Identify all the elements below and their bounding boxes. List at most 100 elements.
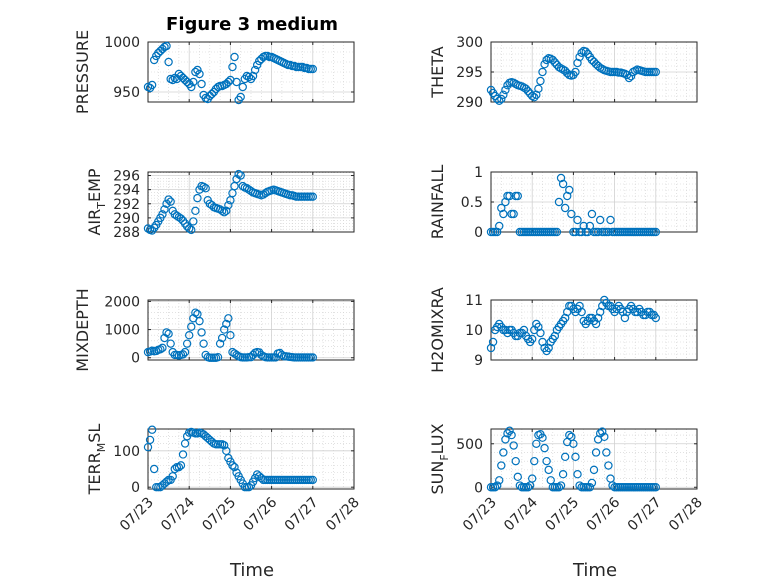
data-point: [507, 430, 516, 440]
data-point: [162, 477, 171, 486]
data-point: [180, 347, 190, 357]
y-tick-label: 290: [456, 95, 483, 111]
data-point: [497, 461, 506, 470]
data-point: [189, 217, 198, 226]
y-tick-label: 1: [474, 165, 483, 181]
data-point: [608, 481, 617, 490]
data-point: [552, 227, 562, 237]
data-point: [187, 322, 196, 331]
data-point: [534, 322, 543, 332]
data-point: [591, 448, 601, 457]
data-point: [193, 65, 202, 75]
data-point: [224, 77, 233, 87]
data-point: [178, 350, 188, 359]
data-point: [143, 442, 153, 452]
data-point: [308, 353, 317, 362]
data-point: [170, 464, 179, 474]
data-point: [575, 301, 584, 311]
axes-frame: [490, 428, 698, 490]
data-point: [540, 59, 549, 69]
data-point: [523, 483, 533, 492]
data-point: [166, 339, 175, 348]
data-point: [230, 52, 239, 62]
y-tick-label: 1000: [104, 35, 140, 51]
data-point: [554, 197, 564, 207]
y-tick-label: 290: [113, 211, 140, 227]
data-point: [499, 448, 508, 457]
data-point: [595, 307, 605, 317]
data-point: [563, 191, 572, 201]
data-point: [542, 456, 551, 466]
data-point: [593, 227, 603, 237]
data-point: [158, 210, 167, 219]
y-tick-label: 500: [456, 437, 483, 453]
data-point: [246, 352, 256, 362]
data-point: [624, 73, 634, 83]
data-point: [168, 472, 177, 481]
data-point: [591, 319, 601, 329]
y-axis-label: THETA: [428, 46, 447, 98]
data-point: [593, 313, 603, 323]
data-point: [217, 206, 227, 216]
data-point: [536, 76, 545, 86]
y-axis-label: MIXDEPTH: [73, 288, 92, 371]
data-point: [587, 478, 597, 488]
data-point: [538, 67, 547, 77]
data-point: [174, 462, 184, 472]
data-point: [147, 80, 157, 90]
data-point: [651, 313, 661, 323]
data-point: [626, 71, 636, 81]
data-point: [197, 79, 206, 89]
data-point: [184, 224, 194, 233]
data-point: [589, 465, 599, 475]
data-point: [521, 84, 531, 94]
data-point: [195, 316, 204, 326]
data-point: [217, 333, 227, 343]
data-point: [509, 441, 518, 450]
data-point: [554, 483, 564, 492]
data-point: [556, 64, 566, 73]
data-point: [571, 67, 580, 77]
data-point: [558, 179, 568, 189]
data-point: [236, 171, 245, 180]
data-point: [651, 67, 661, 77]
data-point: [511, 456, 520, 466]
data-point: [651, 227, 661, 237]
data-point: [187, 82, 196, 92]
data-point: [199, 339, 208, 348]
data-point: [308, 64, 317, 74]
data-point: [147, 425, 157, 434]
data-point: [509, 209, 518, 219]
data-point: [492, 481, 502, 490]
data-point: [503, 429, 512, 438]
data-point: [571, 452, 580, 462]
data-point: [191, 67, 200, 77]
y-axis-label: PRESSURE: [73, 30, 92, 114]
data-point: [573, 58, 582, 68]
data-point: [519, 325, 529, 335]
data-point: [517, 82, 527, 91]
data-point: [222, 319, 231, 329]
y-tick-label: 9: [474, 353, 483, 369]
data-point: [228, 62, 237, 72]
data-point: [492, 94, 502, 104]
data-point: [308, 192, 317, 201]
data-point: [149, 464, 159, 474]
data-point: [620, 313, 630, 323]
axes-frame: [147, 171, 355, 233]
data-point: [575, 481, 584, 490]
data-point: [528, 474, 537, 483]
data-point: [560, 452, 570, 462]
data-point: [628, 67, 638, 77]
data-point: [191, 206, 200, 216]
y-tick-label: 2000: [104, 294, 140, 310]
data-point: [232, 77, 241, 87]
data-point: [197, 328, 206, 337]
data-point: [164, 329, 173, 339]
y-tick-label: 300: [456, 35, 483, 51]
data-point: [534, 84, 543, 94]
figure-title: Figure 3 medium: [166, 14, 338, 35]
y-axis-label: RAINFALL: [428, 165, 447, 240]
data-point: [156, 345, 165, 354]
